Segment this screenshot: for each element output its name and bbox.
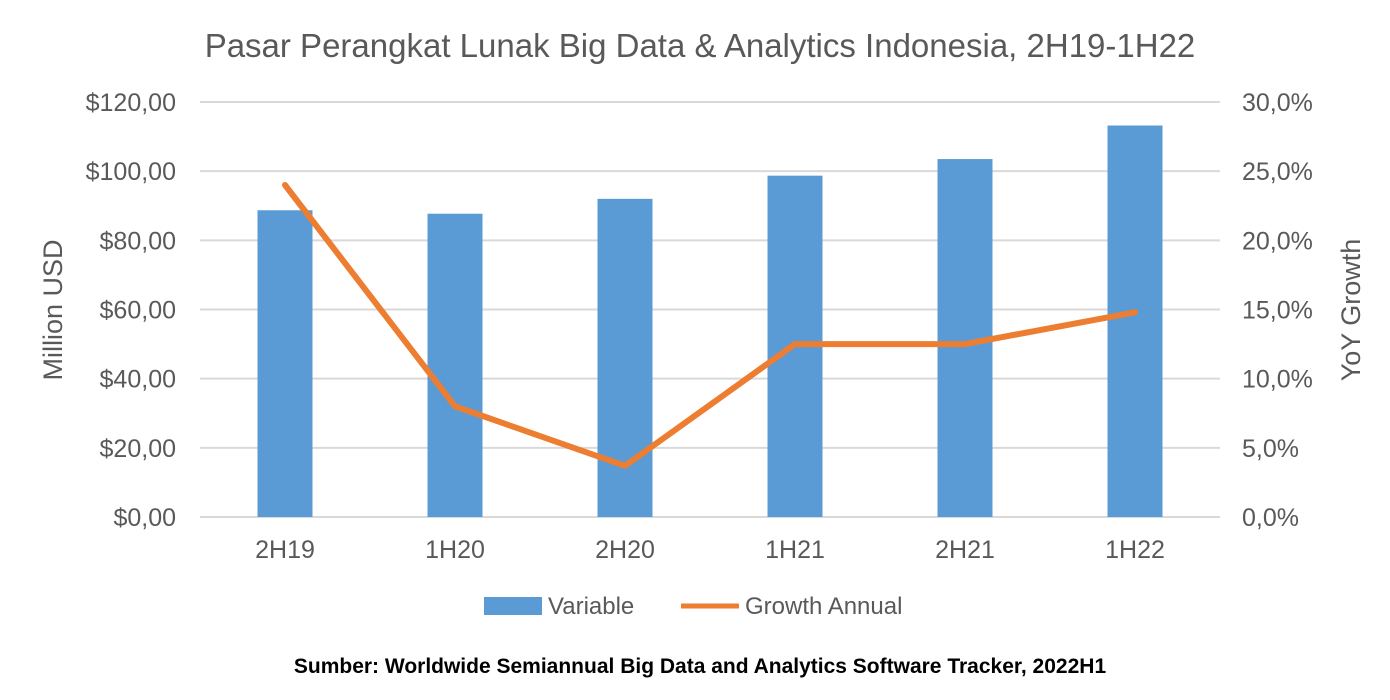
line-series [282,182,1138,469]
x-axis-ticks: 2H19 1H20 2H20 1H21 2H21 1H22 [255,536,1165,564]
left-tick-label: $40,00 [100,366,176,394]
right-tick-label: 20,0% [1242,227,1313,255]
x-tick-label-1h20: 1H20 [425,536,485,564]
grid-lines [200,101,1220,518]
legend-swatch-variable [484,597,542,615]
x-tick-label-2h20: 2H20 [595,536,655,564]
bar-2h20 [597,198,653,518]
chart-title: Pasar Perangkat Lunak Big Data & Analyti… [205,27,1196,64]
left-axis-ticks: $0,00 $20,00 $40,00 $60,00 $80,00 $100,00 $120… [86,89,176,532]
right-tick-label: 15,0% [1242,297,1313,325]
right-axis-title: YoY Growth [1336,239,1366,382]
x-tick-label-1h22: 1H22 [1105,536,1165,564]
bar-1h20 [427,213,483,517]
left-tick-label: $0,00 [113,504,176,532]
right-tick-label: 5,0% [1242,435,1299,463]
left-tick-label: $100,00 [86,158,176,186]
left-tick-label: $20,00 [100,435,176,463]
x-tick-label-1h21: 1H21 [765,536,825,564]
bar-1h22 [1107,125,1163,518]
x-tick-label-2h19: 2H19 [255,536,315,564]
right-tick-label: 0,0% [1242,504,1299,532]
right-tick-label: 30,0% [1242,89,1313,117]
right-tick-label: 10,0% [1242,366,1313,394]
growth-line [282,182,1138,469]
left-axis-title: Million USD [38,239,68,380]
right-axis-ticks: 0,0% 5,0% 10,0% 15,0% 20,0% 25,0% 30,0% [1242,89,1313,532]
right-tick-label: 25,0% [1242,158,1313,186]
bar-2h19 [257,210,313,517]
left-tick-label: $80,00 [100,227,176,255]
left-tick-label: $60,00 [100,297,176,325]
x-tick-label-2h21: 2H21 [935,536,995,564]
legend-label-growth: Growth Annual [745,593,902,620]
legend-label-variable: Variable [548,593,634,620]
source-note: Sumber: Worldwide Semiannual Big Data an… [294,655,1107,678]
left-tick-label: $120,00 [86,89,176,117]
legend: Variable Growth Annual [484,593,902,620]
